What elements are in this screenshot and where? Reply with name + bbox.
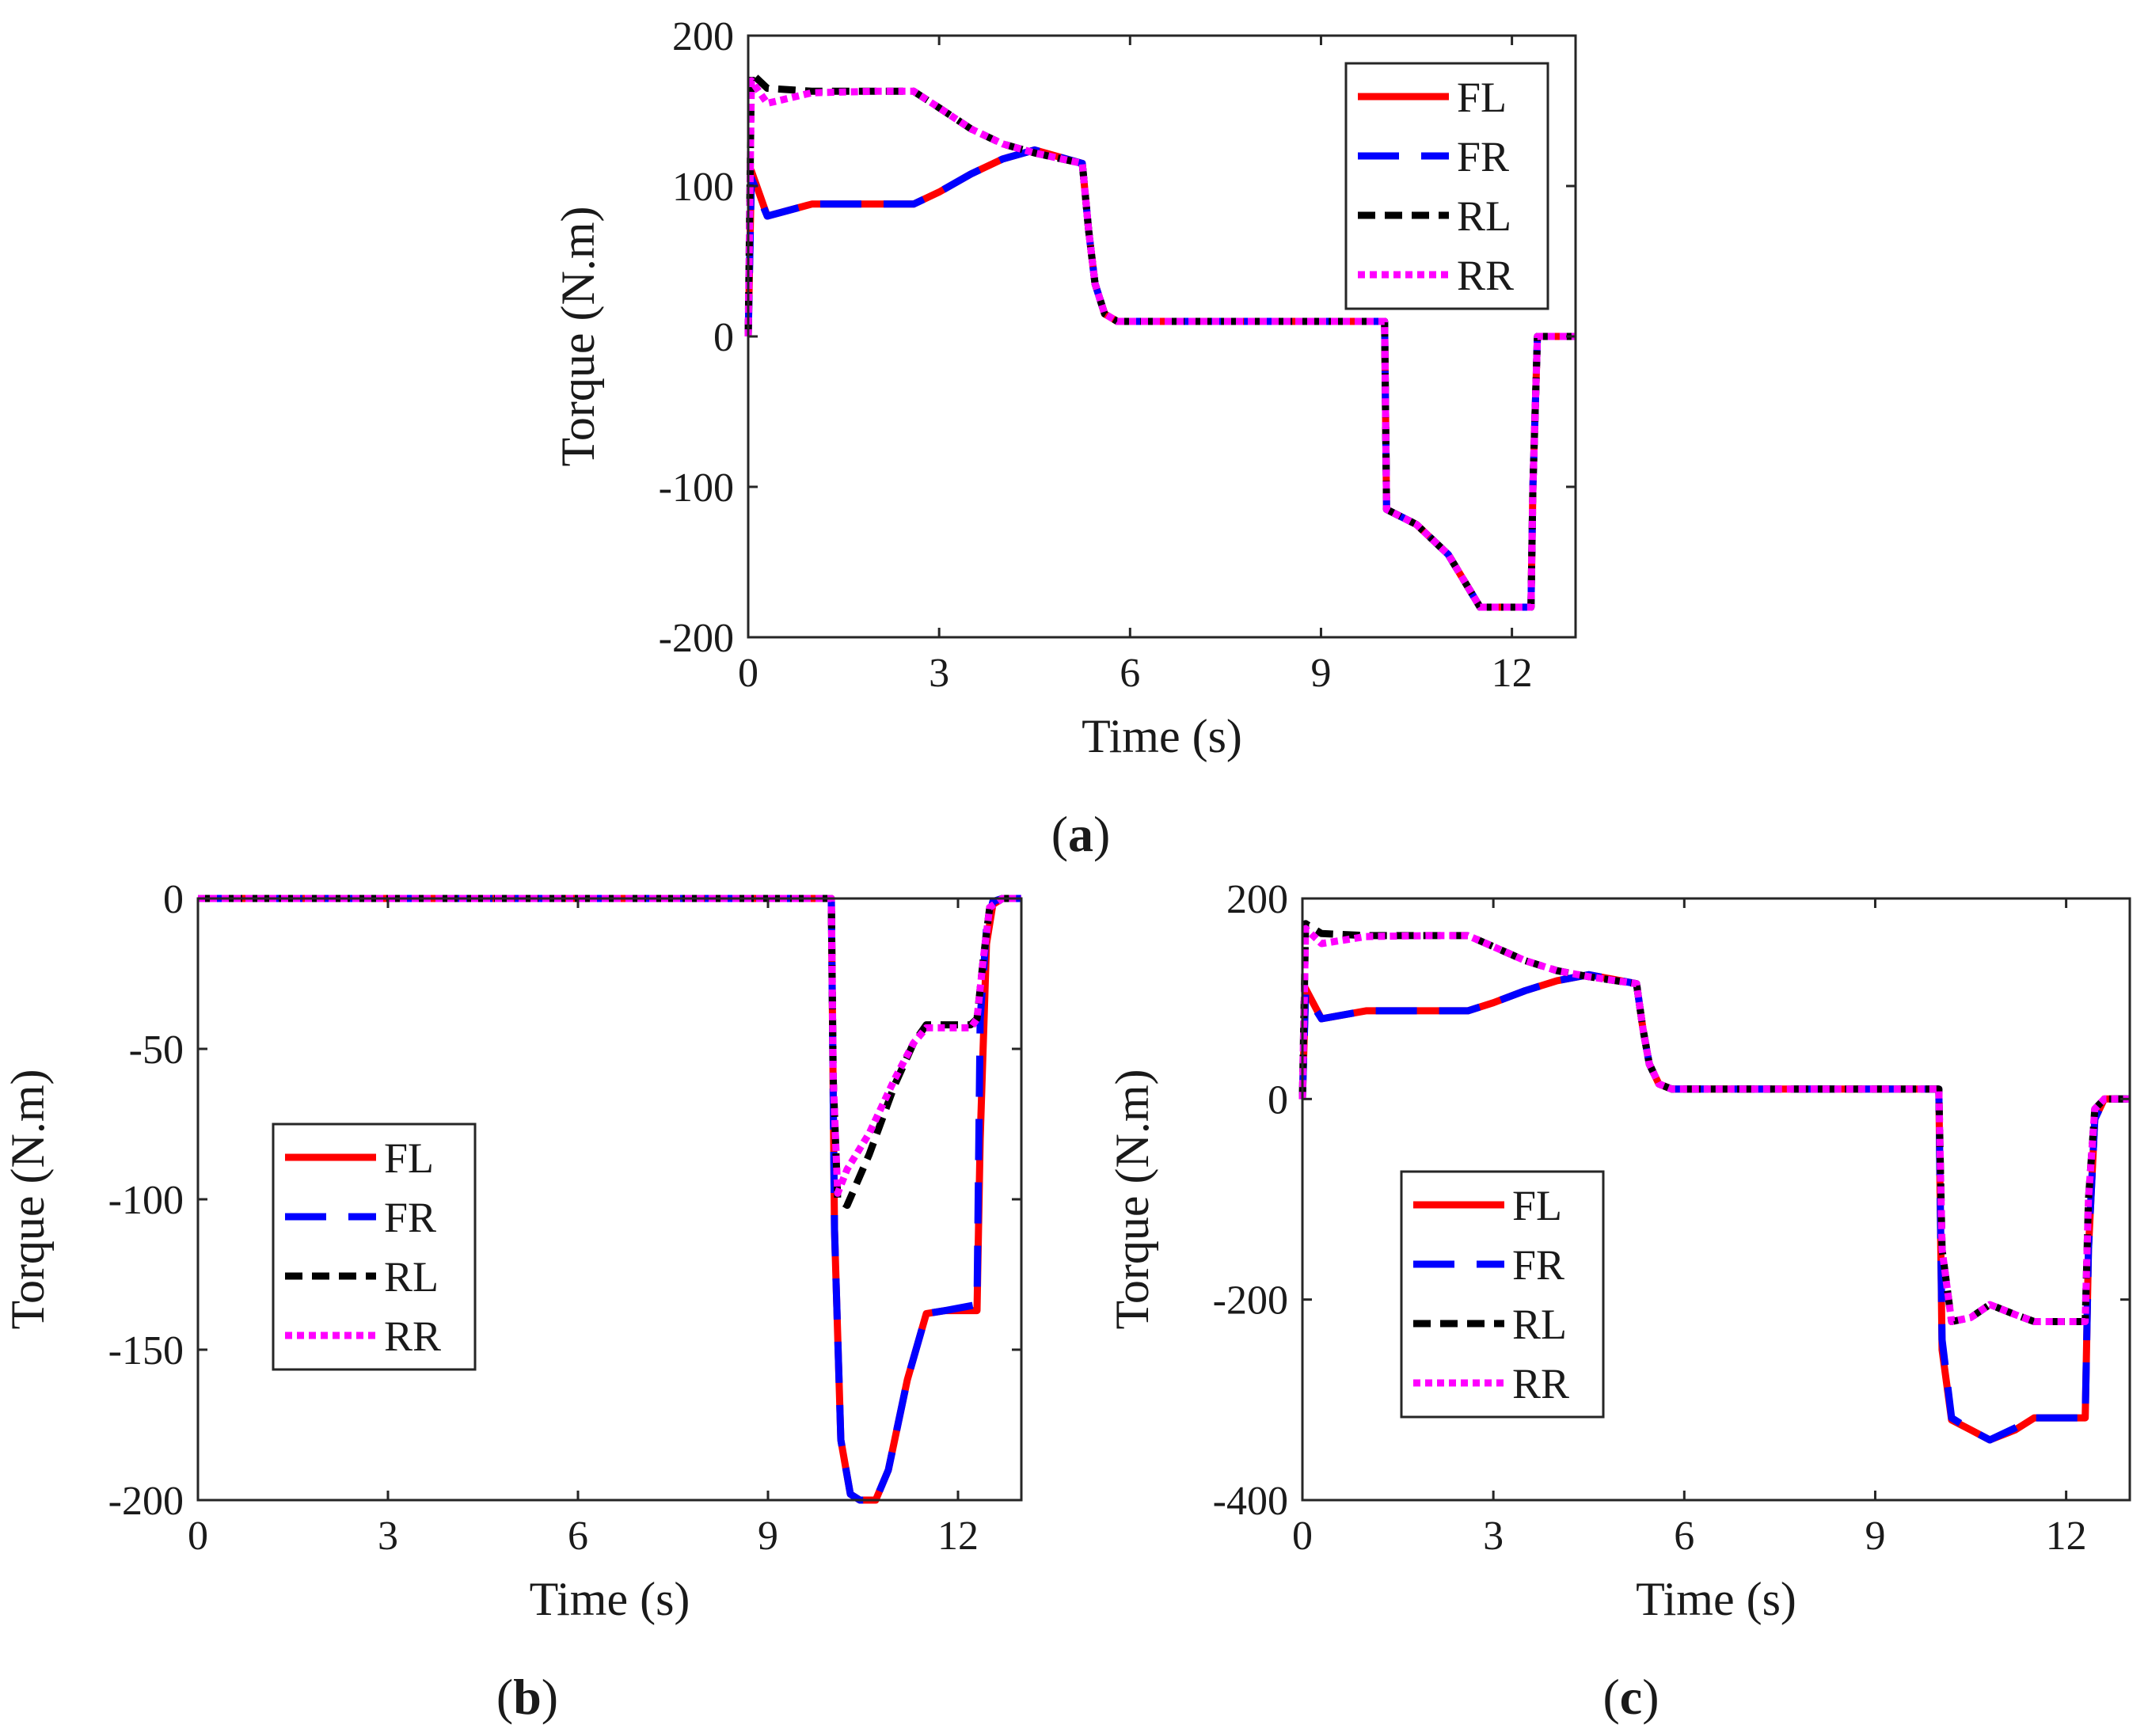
x-tick-label: 9	[1310, 651, 1331, 696]
y-tick-label: 0	[1268, 1077, 1288, 1123]
caption-close-paren: )	[1093, 806, 1110, 862]
axes-box	[1301, 897, 2131, 1502]
y-tick-label: -50	[129, 1028, 184, 1073]
y-tick-label: 200	[1226, 877, 1288, 922]
y-tick-label: 0	[163, 877, 184, 922]
y-tick-label: 200	[672, 14, 734, 59]
caption-open-paren: (	[1051, 806, 1068, 862]
caption-open-paren: (	[1602, 1669, 1619, 1725]
x-axis-label: Time (s)	[530, 1573, 690, 1625]
legend-label-fl: FL	[1512, 1182, 1562, 1229]
x-tick-label: 9	[1865, 1514, 1885, 1559]
y-tick-label: -100	[659, 465, 734, 511]
legend-label-rl: RL	[1457, 192, 1511, 240]
series-group	[198, 895, 1021, 1504]
x-tick-label: 3	[378, 1514, 398, 1559]
y-axis-label: Torque (N.m)	[1106, 1069, 1158, 1329]
y-tick-label: -200	[108, 1479, 184, 1524]
x-tick-label: 6	[1120, 651, 1140, 696]
legend-label-rr: RR	[1457, 252, 1514, 299]
legend-label-rr: RR	[1512, 1360, 1569, 1407]
caption-letter: a	[1068, 806, 1093, 862]
y-tick-label: 0	[713, 315, 734, 360]
x-tick-label: 12	[937, 1514, 979, 1559]
x-tick-label: 6	[1674, 1514, 1694, 1559]
y-axis-label: Torque (N.m)	[2, 1069, 54, 1329]
panel-caption: (c)	[1602, 1669, 1659, 1725]
x-tick-label: 0	[188, 1514, 208, 1559]
legend-box	[272, 1123, 477, 1371]
chart-a: 0 3 6 9 12 -200 -100 0 100 200 Time (s) Torque (N.m…	[552, 14, 1577, 862]
legend-box	[1344, 62, 1549, 310]
x-tick-label: 9	[758, 1514, 778, 1559]
y-tick-label: -200	[1213, 1278, 1288, 1324]
x-tick-label: 6	[568, 1514, 588, 1559]
panel-caption: (a)	[1051, 806, 1111, 862]
y-axis-label: Torque (N.m)	[552, 206, 604, 466]
series-group	[744, 70, 1576, 611]
legend-label-rr: RR	[384, 1312, 441, 1360]
series-rr-line	[198, 895, 1021, 1197]
y-tick-label: 100	[672, 165, 734, 210]
caption-open-paren: (	[496, 1669, 513, 1725]
legend: FL FR RL RR	[1400, 1170, 1605, 1419]
x-tick-label: 3	[929, 651, 949, 696]
series-group	[1298, 920, 2130, 1444]
legend-label-rl: RL	[1512, 1301, 1567, 1348]
x-tick-label: 3	[1483, 1514, 1504, 1559]
legend-box	[1400, 1170, 1605, 1419]
caption-close-paren: )	[1642, 1669, 1659, 1725]
panel-caption: (b)	[496, 1669, 558, 1725]
legend-label-fl: FL	[1457, 74, 1507, 121]
x-axis-label: Time (s)	[1636, 1573, 1796, 1625]
y-tick-label: -150	[108, 1328, 184, 1373]
series-rr-line	[1298, 925, 2130, 1325]
legend: FL FR RL RR	[272, 1123, 477, 1371]
chart-b: 0 3 6 9 12 -200 -150 -100 -50 0 Time (s) Torque (N.…	[2, 877, 1023, 1725]
legend-label-fl: FL	[384, 1134, 434, 1182]
legend-label-fr: FR	[384, 1194, 436, 1241]
series-fr-line	[198, 895, 1021, 1504]
legend-label-rl: RL	[384, 1253, 439, 1301]
legend-label-fr: FR	[1512, 1241, 1564, 1289]
caption-close-paren: )	[542, 1669, 558, 1725]
series-rr-line	[744, 77, 1576, 611]
y-tick-label: -100	[108, 1178, 184, 1223]
legend: FL FR RL RR	[1344, 62, 1549, 310]
x-tick-label: 12	[1492, 651, 1533, 696]
chart-c: 0 3 6 9 12 -400 -200 0 200 Time (s) Torque (N.m) FL…	[1106, 877, 2131, 1725]
caption-letter: b	[513, 1669, 542, 1725]
y-tick-label: -400	[1213, 1479, 1288, 1524]
caption-letter: c	[1620, 1669, 1642, 1725]
y-tick-label: -200	[659, 616, 734, 661]
legend-label-fr: FR	[1457, 133, 1509, 180]
x-tick-label: 12	[2046, 1514, 2087, 1559]
x-tick-label: 0	[738, 651, 758, 696]
series-fr-line	[1298, 971, 2130, 1444]
x-tick-label: 0	[1292, 1514, 1313, 1559]
x-axis-label: Time (s)	[1082, 710, 1242, 762]
